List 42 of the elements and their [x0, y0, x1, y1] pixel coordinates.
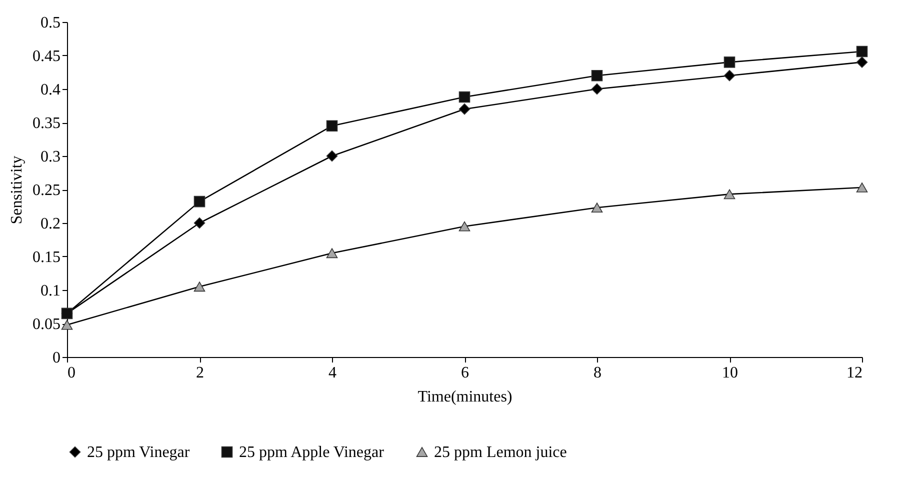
x-tick-label: 4 [328, 364, 336, 382]
y-tick-label: 0.4 [40, 82, 60, 98]
x-tick-label: 2 [196, 364, 204, 382]
x-tick-label: 0 [68, 364, 76, 382]
point [591, 83, 603, 95]
x-tick-label: 8 [594, 364, 602, 382]
y-tick-label: 0.5 [40, 14, 60, 32]
y-tick-label: 0.1 [40, 282, 60, 300]
point [326, 150, 338, 162]
point [591, 202, 603, 213]
x-tick-label: 10 [722, 364, 738, 382]
y-tick-label: 0.2 [40, 216, 60, 232]
x-tick-label: 6 [461, 364, 469, 382]
point [724, 189, 736, 200]
point [458, 221, 470, 232]
y-tick-label: 0.15 [32, 249, 60, 266]
y-tick-label: 0.35 [32, 115, 60, 132]
point [724, 70, 736, 82]
point [591, 70, 603, 82]
y-tick-label: 0.3 [40, 148, 60, 166]
point [326, 248, 338, 258]
point [61, 320, 73, 330]
point [856, 56, 868, 68]
y-axis-title: Sensitivity [8, 156, 26, 224]
point [724, 56, 736, 68]
point [458, 103, 470, 115]
y-tick-label: 0.45 [32, 48, 60, 65]
x-axis-title: Time(minutes) [418, 388, 512, 406]
x-tick-label: 12 [846, 364, 862, 382]
y-tick-label: 0.25 [32, 182, 60, 199]
legend-label: 25 ppm Vinegar [87, 444, 190, 461]
point [326, 120, 338, 132]
legend-label: 25 ppm Apple Vinegar [239, 444, 385, 461]
point [856, 46, 868, 58]
legend-label: 25 ppm Lemon juice [434, 444, 567, 461]
y-tick-label: 0 [52, 350, 60, 366]
y-tick-label: 0.05 [32, 316, 60, 333]
point [458, 91, 470, 103]
point [194, 282, 206, 292]
point [194, 196, 206, 208]
point [194, 217, 206, 229]
point [856, 182, 868, 192]
